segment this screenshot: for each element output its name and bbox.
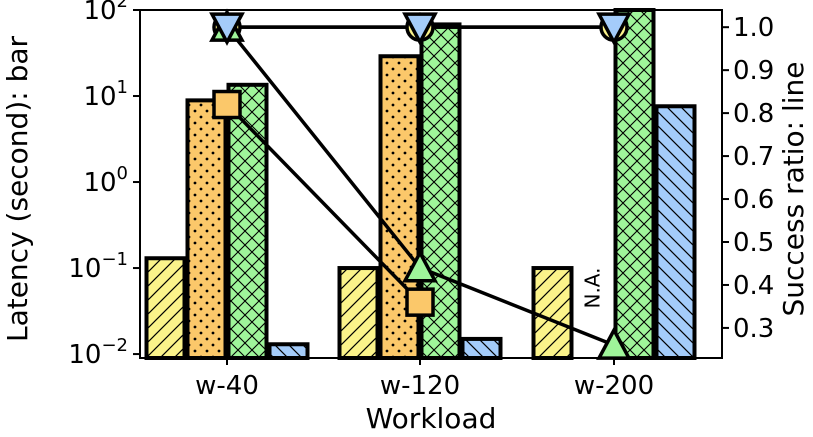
plot-frame xyxy=(139,9,723,359)
bar-hatch-s3-w-120 xyxy=(460,336,503,360)
y2-tick-label: 1.0 xyxy=(733,13,774,43)
missing-bar-label: N.A. xyxy=(581,267,605,308)
y-tick-label: 10−2 xyxy=(68,335,128,370)
bar-hatch-s0-w-120 xyxy=(337,266,380,361)
x-tick-label: w-40 xyxy=(195,371,259,401)
bar-hatch-s2-w-40 xyxy=(226,82,269,360)
line-s1 xyxy=(225,103,422,304)
y2-tick-label: 0.5 xyxy=(733,228,774,258)
y2-tick-label: 0.3 xyxy=(733,314,774,344)
marker-s3-w-40 xyxy=(209,12,245,46)
y2-tick-label: 0.7 xyxy=(733,142,774,172)
bar-hatch-s0-w-40 xyxy=(144,256,187,360)
marker-s1-w-40 xyxy=(212,89,242,120)
y-tick-label: 10−1 xyxy=(68,249,128,284)
axes-layer: 10−2 10−1 100 101 102 0.3 0.4 0.5 0.6 0.7 0.8 0.9 1.… xyxy=(68,0,774,401)
y-tick-label: 100 xyxy=(83,163,128,198)
x-tick-label: w-120 xyxy=(380,371,460,401)
x-axis-title: Workload xyxy=(366,402,497,435)
bar-hatch-s1-w-40 xyxy=(185,98,228,361)
marker-s2-w-120 xyxy=(402,249,438,283)
x-tick-label: w-200 xyxy=(574,371,654,401)
y-tick-label: 102 xyxy=(83,0,128,26)
y2-tick-label: 0.8 xyxy=(733,99,774,129)
bar-hatch-s3-w-40 xyxy=(267,342,310,360)
line-layer xyxy=(209,8,632,360)
y2-tick-label: 0.4 xyxy=(733,271,774,301)
y-axis-title: Latency (second): bar xyxy=(1,35,34,342)
bar-hatch-s0-w-200 xyxy=(531,266,574,361)
marker-s3-w-120 xyxy=(402,12,438,46)
marker-s3-w-200 xyxy=(596,12,632,46)
y2-axis-title: Success ratio: line xyxy=(777,61,810,316)
y2-tick-label: 0.6 xyxy=(733,185,774,215)
plot-area-border xyxy=(139,9,723,359)
y-tick-label: 101 xyxy=(83,77,128,112)
bar-hatch-s2-w-200 xyxy=(613,8,656,360)
bar-hatch-s3-w-200 xyxy=(654,104,697,360)
marker-s1-w-120 xyxy=(405,287,435,317)
y2-tick-label: 0.9 xyxy=(733,56,774,86)
